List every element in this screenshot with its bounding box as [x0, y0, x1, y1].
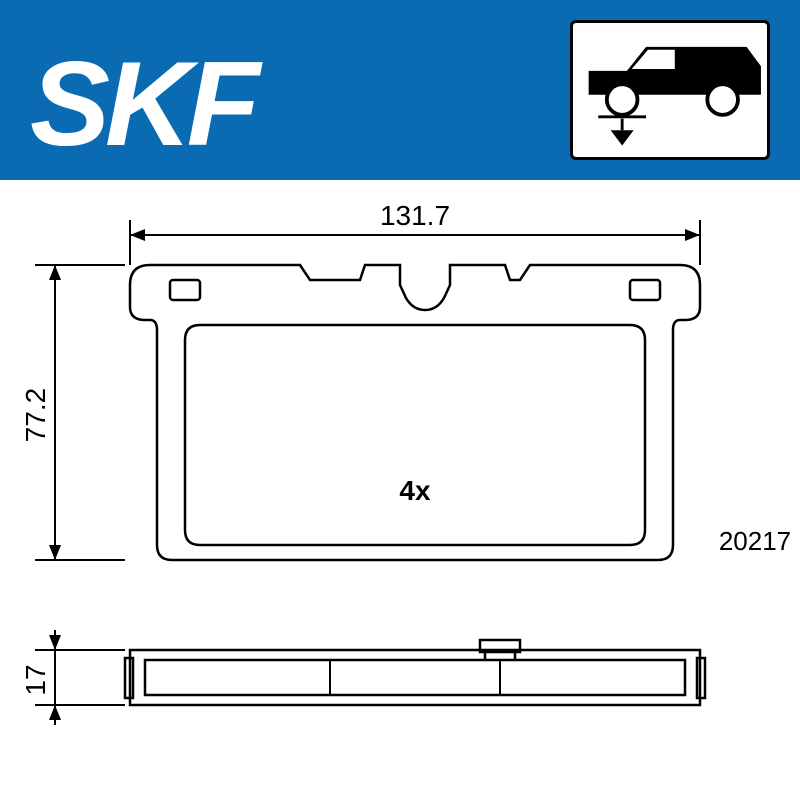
- thickness-dimension: 17: [20, 664, 51, 695]
- car-front-axle-icon: [573, 23, 767, 157]
- part-number: 20217: [719, 526, 791, 556]
- technical-drawing: 131.7 77.2 4x 20217: [0, 180, 800, 802]
- brand-logo: SKF: [30, 35, 255, 173]
- brake-pad-side-view: [125, 640, 705, 705]
- brake-pad-front-view: [130, 265, 700, 560]
- quantity-label: 4x: [399, 475, 431, 506]
- height-dimension: 77.2: [20, 388, 51, 443]
- header-bar: SKF: [0, 0, 800, 180]
- width-dimension: 131.7: [380, 200, 450, 231]
- position-icon-box: [570, 20, 770, 160]
